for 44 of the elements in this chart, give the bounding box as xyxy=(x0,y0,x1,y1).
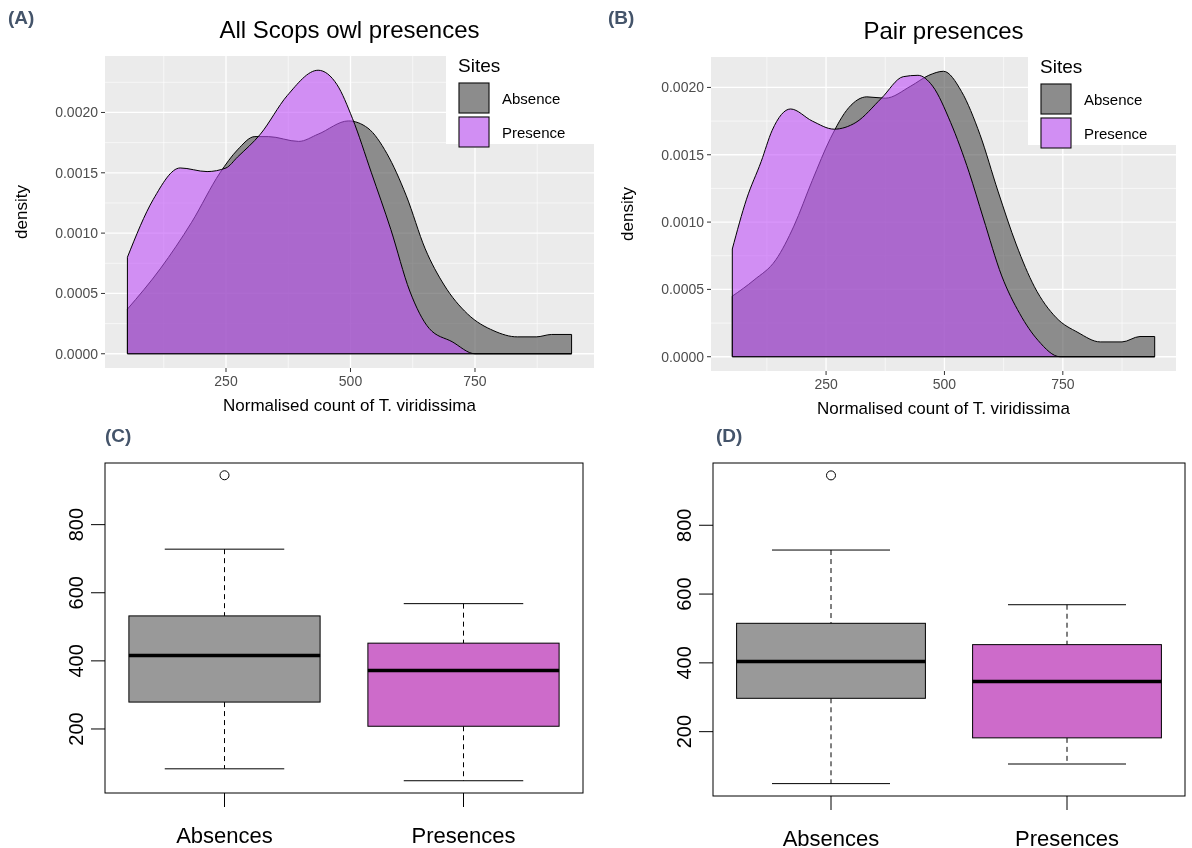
text: (A) xyxy=(8,7,35,28)
chart-title: Pair presences xyxy=(863,17,1024,44)
y-tick-label: 800 xyxy=(673,508,695,542)
y-tick-label: 0.0015 xyxy=(55,164,99,181)
y-tick-label: 0.0000 xyxy=(661,348,705,365)
x-tick-label: Absences xyxy=(782,826,880,848)
x-tick-label: 750 xyxy=(463,373,487,389)
x-axis-title: Normalised count of T. viridissima xyxy=(223,396,477,415)
legend-label: Presence xyxy=(502,124,566,142)
y-tick-label: 0.0010 xyxy=(661,213,705,230)
x-tick-label: 250 xyxy=(214,373,238,389)
x-tick-label: 500 xyxy=(932,376,957,392)
y-tick-label: 0.0020 xyxy=(55,104,99,121)
y-tick-label: 600 xyxy=(65,576,87,610)
y-tick-label: 600 xyxy=(673,577,695,611)
chart-title: All Scops owl presences xyxy=(219,16,480,43)
legend-label: Absence xyxy=(1084,91,1143,109)
y-tick-label: 0.0010 xyxy=(55,225,99,242)
y-axis-title: density xyxy=(618,186,637,241)
x-tick-label: 500 xyxy=(338,373,363,389)
legend-title: Sites xyxy=(458,55,501,76)
legend-title: Sites xyxy=(1040,56,1083,77)
legend-label: Absence xyxy=(502,90,561,108)
x-tick-label: Presences xyxy=(411,823,516,848)
y-tick-label: 800 xyxy=(65,507,87,542)
x-axis-title: Normalised count of T. viridissima xyxy=(817,399,1071,418)
x-tick-label: Presences xyxy=(1015,826,1119,848)
y-tick-label: 0.0005 xyxy=(661,281,705,298)
y-tick-label: 0.0005 xyxy=(55,285,99,302)
y-tick-label: 400 xyxy=(65,644,87,678)
y-tick-label: 400 xyxy=(673,646,695,680)
text: (D) xyxy=(716,425,743,446)
y-tick-label: 200 xyxy=(673,714,695,749)
x-tick-label: 750 xyxy=(1051,376,1075,392)
y-tick-label: 200 xyxy=(65,712,87,746)
text: (B) xyxy=(608,7,635,28)
y-tick-label: 0.0020 xyxy=(661,79,705,96)
text: (C) xyxy=(105,425,132,446)
y-tick-label: 0.0000 xyxy=(55,345,99,362)
y-axis-title: density xyxy=(12,184,31,239)
y-tick-label: 0.0015 xyxy=(661,146,705,163)
legend-label: Presence xyxy=(1084,125,1148,143)
x-tick-label: Absences xyxy=(176,823,273,848)
x-tick-label: 250 xyxy=(814,376,838,392)
